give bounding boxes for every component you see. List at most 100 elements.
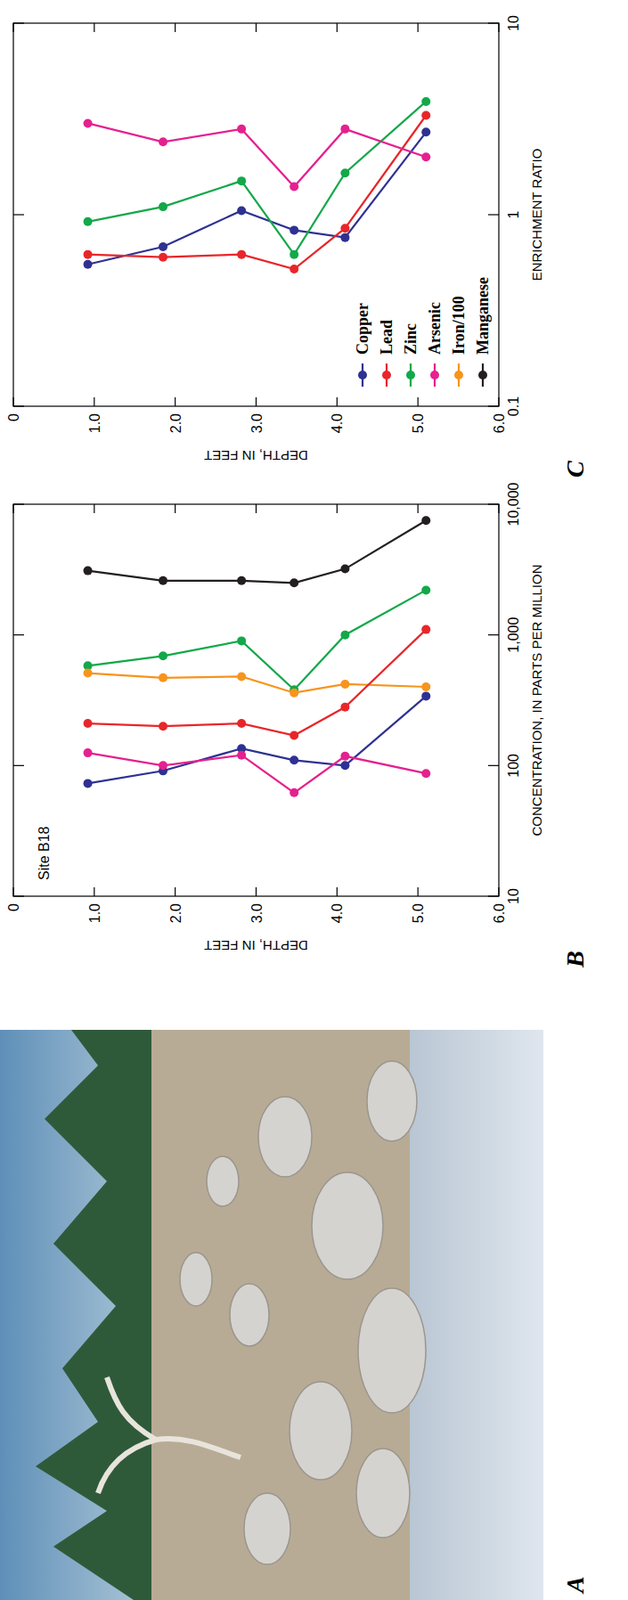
series-point bbox=[421, 97, 431, 107]
annotation: Site B18 bbox=[36, 825, 52, 881]
series-point bbox=[83, 217, 93, 227]
series-point bbox=[236, 671, 246, 681]
x-tick bbox=[488, 213, 499, 215]
y-tick-label: 3.0 bbox=[249, 413, 265, 433]
legend-marker bbox=[406, 370, 416, 380]
series-point bbox=[421, 152, 431, 162]
series-point bbox=[236, 176, 246, 186]
photo-rock bbox=[258, 1096, 312, 1177]
series-point bbox=[158, 252, 168, 262]
series-line bbox=[88, 752, 427, 793]
y-tick bbox=[255, 397, 257, 407]
photo-roots bbox=[97, 1377, 241, 1493]
panel-letter: A bbox=[561, 1575, 589, 1595]
legend-marker bbox=[430, 370, 440, 380]
legend-label: Iron/100 bbox=[449, 295, 468, 355]
y-tick bbox=[497, 887, 499, 897]
y-tick-label: 4.0 bbox=[329, 413, 345, 433]
legend-marker bbox=[382, 370, 392, 380]
photo-rock bbox=[358, 1288, 426, 1413]
series-point bbox=[340, 630, 350, 640]
series-point bbox=[340, 564, 350, 574]
x-tick-label: 0.1 bbox=[505, 396, 522, 416]
y-tick bbox=[336, 887, 338, 897]
x-tick bbox=[488, 634, 499, 636]
y-tick bbox=[336, 504, 338, 514]
series-point bbox=[289, 578, 299, 588]
series-point bbox=[158, 760, 168, 770]
y-tick bbox=[497, 23, 499, 33]
series-point bbox=[340, 702, 350, 712]
y-tick-label: 2.0 bbox=[168, 413, 184, 433]
series-point bbox=[236, 124, 246, 134]
y-tick bbox=[336, 23, 338, 33]
x-axis-title: ENRICHMENT RATIO bbox=[529, 148, 545, 282]
chart-C: 0.111001.02.03.04.05.06.0ENRICHMENT RATI… bbox=[6, 15, 589, 478]
x-tick bbox=[13, 503, 25, 505]
x-tick bbox=[13, 895, 25, 897]
y-tick bbox=[174, 887, 176, 897]
x-tick-label: 10 bbox=[505, 15, 522, 32]
y-tick bbox=[12, 887, 14, 897]
series-point bbox=[236, 576, 246, 586]
series-point bbox=[289, 731, 299, 741]
series-point bbox=[83, 260, 93, 270]
photo-rock bbox=[179, 1252, 213, 1306]
series-point bbox=[236, 205, 246, 215]
series-point bbox=[421, 585, 431, 595]
y-tick bbox=[12, 397, 14, 407]
y-tick bbox=[417, 504, 419, 514]
legend-label: Lead bbox=[377, 319, 396, 355]
legend-label: Zinc bbox=[401, 323, 420, 355]
series-point bbox=[289, 250, 299, 260]
series-line bbox=[88, 695, 427, 783]
x-tick-label: 1 bbox=[505, 210, 522, 219]
series-point bbox=[236, 718, 246, 728]
photo-rock bbox=[206, 1156, 239, 1207]
photo-rock bbox=[367, 1060, 417, 1142]
legend-label: Copper bbox=[353, 302, 372, 355]
series-point bbox=[421, 682, 431, 692]
plot-frame bbox=[13, 23, 499, 407]
legend-label: Manganese bbox=[473, 277, 492, 355]
series-line bbox=[88, 122, 427, 187]
y-axis-title: DEPTH, IN FEET bbox=[203, 448, 309, 464]
y-tick-label: 1.0 bbox=[87, 413, 103, 433]
y-tick-label: 0 bbox=[6, 903, 22, 912]
y-tick bbox=[93, 23, 95, 33]
figure: A101001,00010,00001.02.03.04.05.06.0CONC… bbox=[0, 0, 628, 1600]
chart-B: 101001,00010,00001.02.03.04.05.06.0CONCE… bbox=[6, 481, 589, 969]
x-tick bbox=[488, 503, 499, 505]
series-point bbox=[83, 718, 93, 728]
x-tick bbox=[488, 895, 499, 897]
x-tick bbox=[13, 634, 25, 636]
y-tick-label: 5.0 bbox=[410, 413, 426, 433]
series-point bbox=[158, 651, 168, 661]
y-tick bbox=[417, 887, 419, 897]
y-tick-label: 6.0 bbox=[491, 413, 507, 433]
plot-frame bbox=[13, 504, 499, 897]
series-point bbox=[340, 223, 350, 233]
series-point bbox=[421, 515, 431, 525]
y-tick bbox=[417, 23, 419, 33]
y-tick bbox=[497, 504, 499, 514]
x-tick-label: 1,000 bbox=[505, 617, 522, 653]
photo bbox=[0, 1029, 544, 1600]
series-point bbox=[236, 750, 246, 760]
series-point bbox=[289, 788, 299, 798]
panel-letter: B bbox=[561, 950, 589, 969]
series-point bbox=[421, 625, 431, 635]
photo-rock bbox=[311, 1172, 384, 1280]
series-point bbox=[158, 576, 168, 586]
series-point bbox=[340, 760, 350, 770]
y-tick-label: 2.0 bbox=[168, 903, 184, 923]
y-tick bbox=[12, 504, 14, 514]
x-tick bbox=[488, 405, 499, 407]
series-point bbox=[289, 225, 299, 235]
x-tick bbox=[488, 22, 499, 24]
x-tick bbox=[13, 213, 25, 215]
legend-label: Arsenic bbox=[425, 301, 444, 355]
series-point bbox=[236, 636, 246, 645]
series-line bbox=[88, 629, 427, 736]
series-point bbox=[236, 250, 246, 260]
